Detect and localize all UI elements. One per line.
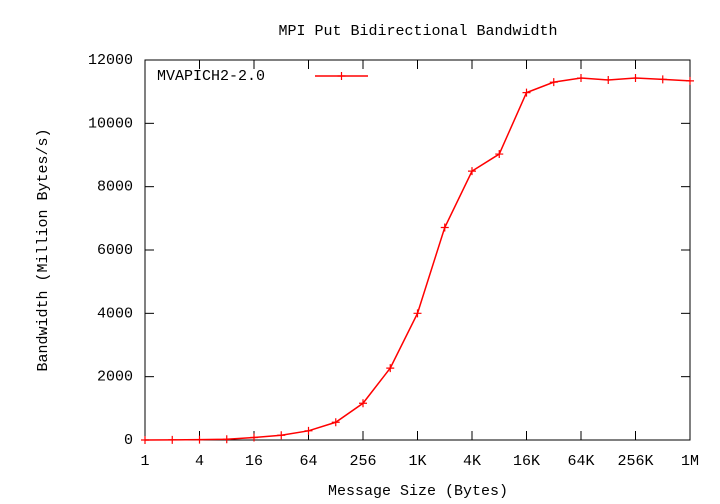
x-tick-label: 4 bbox=[195, 453, 204, 470]
point-marker bbox=[631, 74, 640, 83]
series-line bbox=[144, 77, 691, 441]
point-marker bbox=[440, 223, 449, 232]
y-axis-label: Bandwidth (Million Bytes/s) bbox=[35, 128, 52, 371]
point-marker bbox=[141, 435, 149, 444]
x-tick-label: 1 bbox=[140, 453, 149, 470]
point-marker bbox=[168, 435, 177, 444]
point-marker bbox=[686, 76, 694, 85]
legend-marker bbox=[337, 72, 346, 80]
x-axis-label: Message Size (Bytes) bbox=[328, 483, 508, 500]
point-marker bbox=[359, 399, 367, 408]
legend-label: MVAPICH2-2.0 bbox=[157, 68, 265, 85]
point-marker bbox=[331, 418, 340, 427]
point-marker bbox=[604, 75, 613, 84]
y-tick-label: 0 bbox=[124, 432, 133, 449]
y-tick-label: 2000 bbox=[97, 369, 133, 386]
point-marker bbox=[195, 435, 204, 444]
point-marker bbox=[577, 74, 585, 83]
point-marker bbox=[277, 431, 286, 440]
point-marker bbox=[250, 433, 258, 442]
x-tick-label: 16K bbox=[513, 453, 540, 470]
y-tick-label: 10000 bbox=[88, 115, 133, 132]
point-marker bbox=[495, 150, 504, 159]
point-marker bbox=[386, 364, 395, 373]
point-marker bbox=[222, 435, 231, 444]
x-tick-label: 1M bbox=[681, 453, 699, 470]
plot-frame bbox=[144, 59, 691, 441]
x-tick-label: 64K bbox=[567, 453, 594, 470]
y-tick-label: 4000 bbox=[97, 305, 133, 322]
x-tick-label: 64 bbox=[299, 453, 317, 470]
chart-title: MPI Put Bidirectional Bandwidth bbox=[278, 23, 557, 40]
x-tick-label: 4K bbox=[463, 453, 481, 470]
y-tick-label: 8000 bbox=[97, 179, 133, 196]
point-marker bbox=[413, 309, 422, 318]
point-marker bbox=[522, 88, 531, 97]
x-tick-label: 256 bbox=[349, 453, 376, 470]
x-tick-label: 256K bbox=[617, 453, 653, 470]
x-tick-label: 1K bbox=[408, 453, 426, 470]
point-marker bbox=[468, 167, 476, 176]
x-tick-label: 16 bbox=[245, 453, 263, 470]
y-tick-label: 12000 bbox=[88, 52, 133, 69]
point-marker bbox=[549, 78, 558, 87]
point-marker bbox=[658, 75, 667, 84]
point-marker bbox=[304, 426, 313, 435]
y-tick-label: 6000 bbox=[97, 242, 133, 259]
